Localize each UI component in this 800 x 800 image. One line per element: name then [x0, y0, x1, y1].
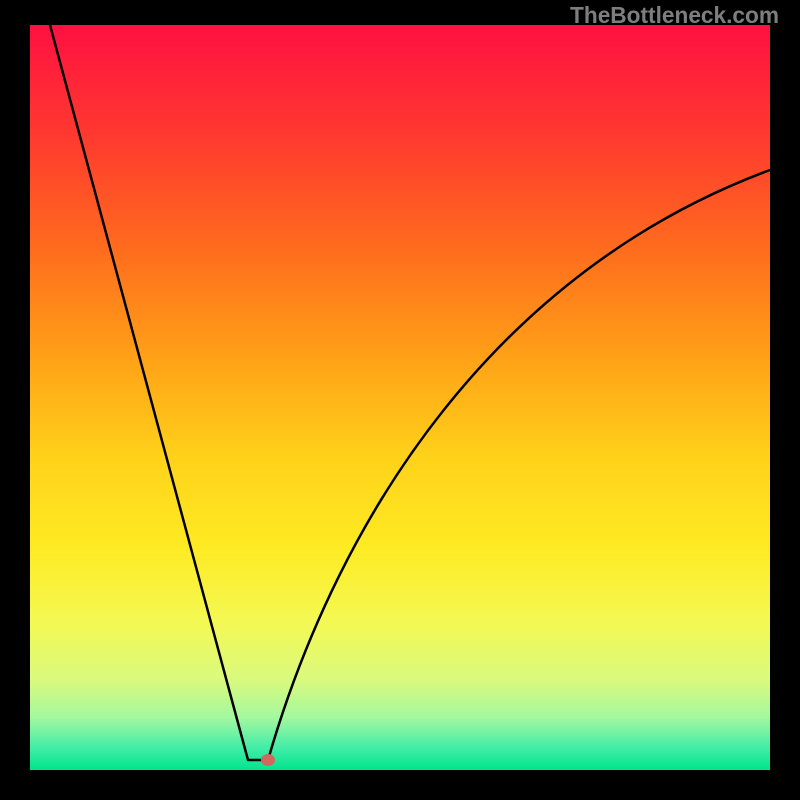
chart-stage: TheBottleneck.com: [0, 0, 800, 800]
watermark-text: TheBottleneck.com: [570, 2, 779, 29]
gradient-plot-area: [30, 25, 770, 770]
